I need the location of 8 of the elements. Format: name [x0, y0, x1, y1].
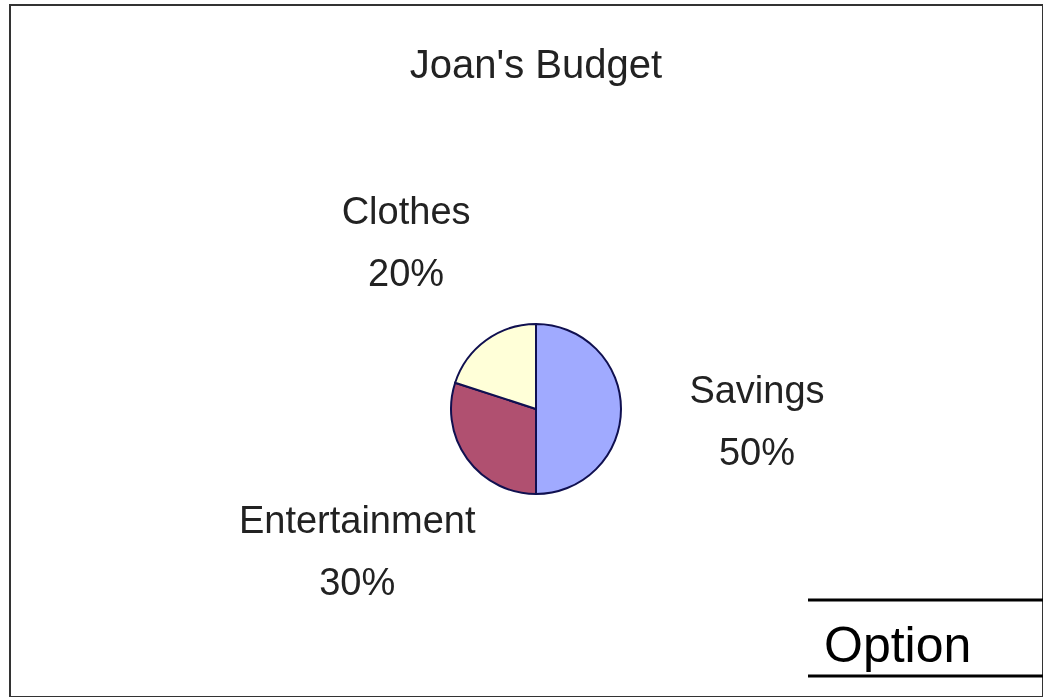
text: Option: [824, 617, 972, 673]
data-label: 50%: [718, 431, 796, 473]
slice-label: Entertainment: [238, 498, 476, 541]
slice-label: Savings: [689, 369, 825, 411]
data-label: 30%: [319, 560, 396, 603]
chart-title: Joan's Budget: [409, 42, 663, 86]
slice-label: Clothes: [341, 190, 471, 233]
data-label: 20%: [368, 252, 445, 295]
